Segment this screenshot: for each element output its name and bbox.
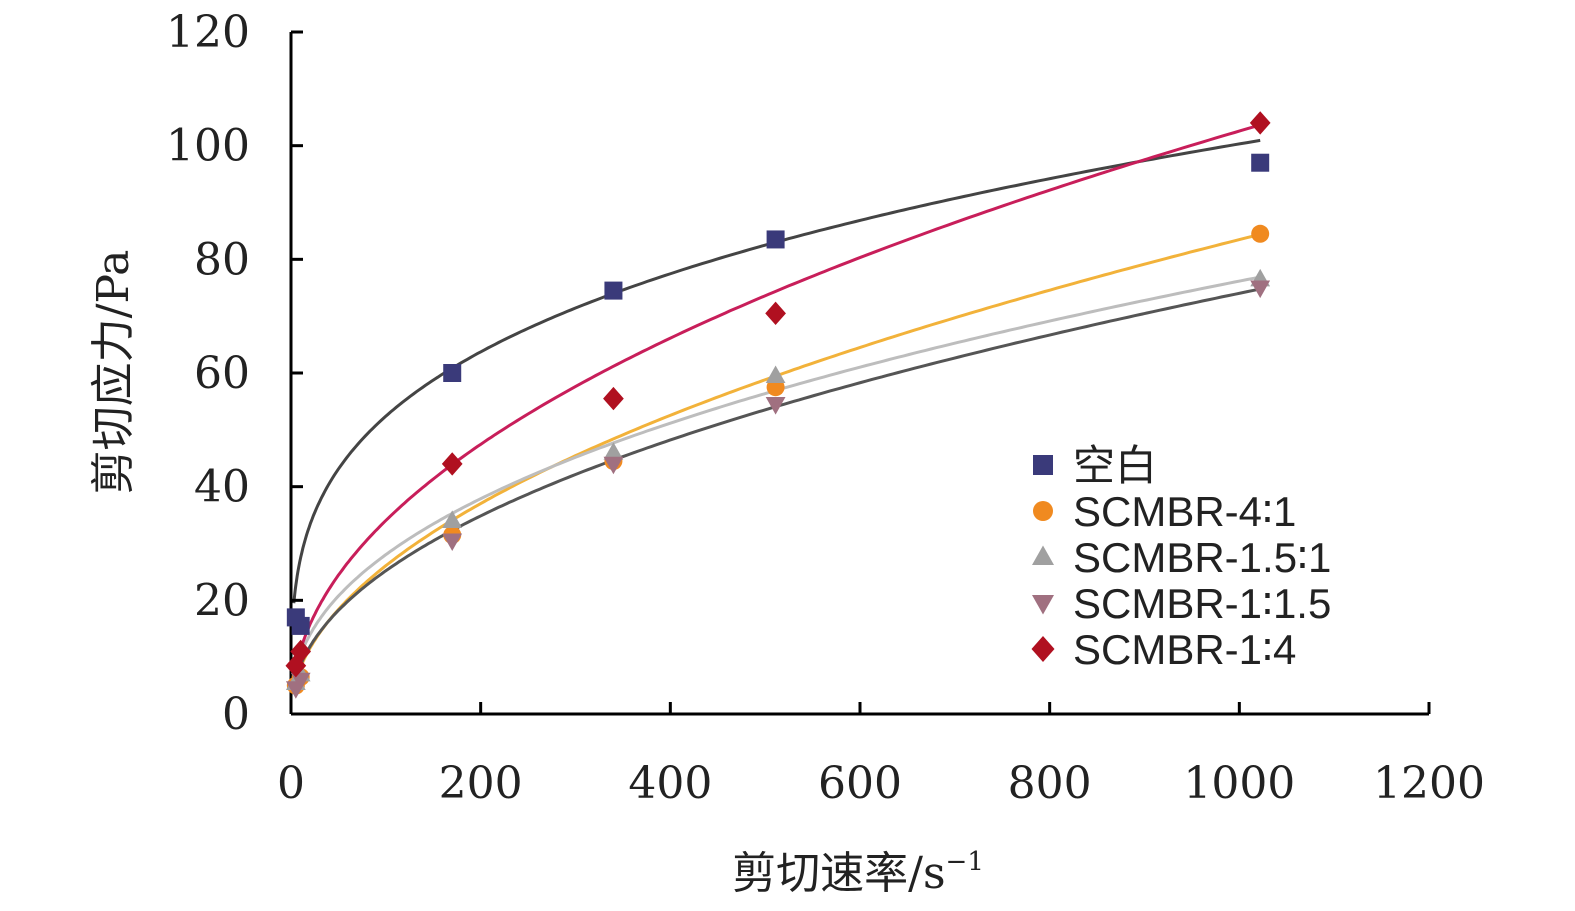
legend-marker-4 — [1031, 636, 1055, 662]
x-tick-label: 1200 — [1373, 758, 1485, 809]
fit-line-series-4 — [292, 123, 1261, 679]
data-point-series-0-3 — [604, 281, 623, 300]
x-axis-title: 剪切速率/s−1 — [732, 847, 984, 899]
data-point-series-3-5 — [1250, 280, 1271, 299]
x-tick-label: 400 — [628, 758, 712, 809]
data-point-series-3-3 — [603, 456, 624, 475]
x-tick-label: 200 — [439, 758, 523, 809]
data-point-series-2-4 — [765, 365, 786, 384]
legend: 空白SCMBR-4∶1SCMBR-1.5∶1SCMBR-1∶1.5SCMBR-1… — [1031, 442, 1331, 673]
data-point-series-2-3 — [603, 442, 624, 460]
legend-marker-1 — [1033, 501, 1053, 521]
legend-marker-0 — [1033, 455, 1053, 475]
data-point-series-2-2 — [442, 510, 463, 528]
legend-marker-3 — [1032, 595, 1054, 615]
data-point-series-3-2 — [442, 533, 463, 552]
legend-label-3: SCMBR-1∶1.5 — [1073, 580, 1331, 627]
x-tick-label: 600 — [818, 758, 902, 809]
data-point-series-0-2 — [443, 364, 462, 382]
y-axis-title: 剪切应力/Pa — [88, 250, 139, 495]
data-point-series-4-5 — [1249, 111, 1271, 135]
markers — [285, 111, 1271, 699]
x-axis-title-superscript: −1 — [946, 847, 984, 877]
legend-marker-2 — [1032, 545, 1054, 565]
data-point-series-0-5 — [1251, 153, 1270, 172]
data-point-series-4-3 — [603, 386, 624, 411]
y-tick-label: 40 — [194, 462, 250, 513]
x-axis-title-main: 剪切速率/s — [732, 848, 945, 899]
y-tick-label: 60 — [194, 348, 250, 399]
x-tick-label: 0 — [277, 758, 305, 809]
y-tick-label: 100 — [166, 121, 250, 172]
legend-label-1: SCMBR-4∶1 — [1073, 488, 1296, 535]
data-point-series-0-4 — [766, 230, 785, 249]
data-point-series-3-4 — [765, 397, 786, 415]
y-tick-label: 120 — [166, 7, 250, 58]
x-tick-label: 800 — [1008, 758, 1092, 809]
data-point-series-0-1 — [291, 616, 310, 635]
data-point-series-1-5 — [1251, 224, 1270, 243]
y-tick-label: 0 — [222, 689, 250, 740]
legend-label-4: SCMBR-1∶4 — [1073, 626, 1296, 673]
y-tick-label: 20 — [194, 575, 250, 626]
data-point-series-4-4 — [765, 301, 786, 326]
legend-label-2: SCMBR-1.5∶1 — [1073, 534, 1331, 581]
data-point-series-4-1 — [290, 639, 312, 664]
fit-line-series-2 — [292, 275, 1261, 680]
y-tick-label: 80 — [194, 234, 250, 285]
data-point-series-4-2 — [441, 452, 463, 476]
legend-label-0: 空白 — [1073, 442, 1157, 489]
ticks: 0 200 400 600 800 1000 1200 0 20 40 60 80 100 120 — [166, 7, 1485, 809]
x-tick-label: 1000 — [1183, 758, 1295, 809]
